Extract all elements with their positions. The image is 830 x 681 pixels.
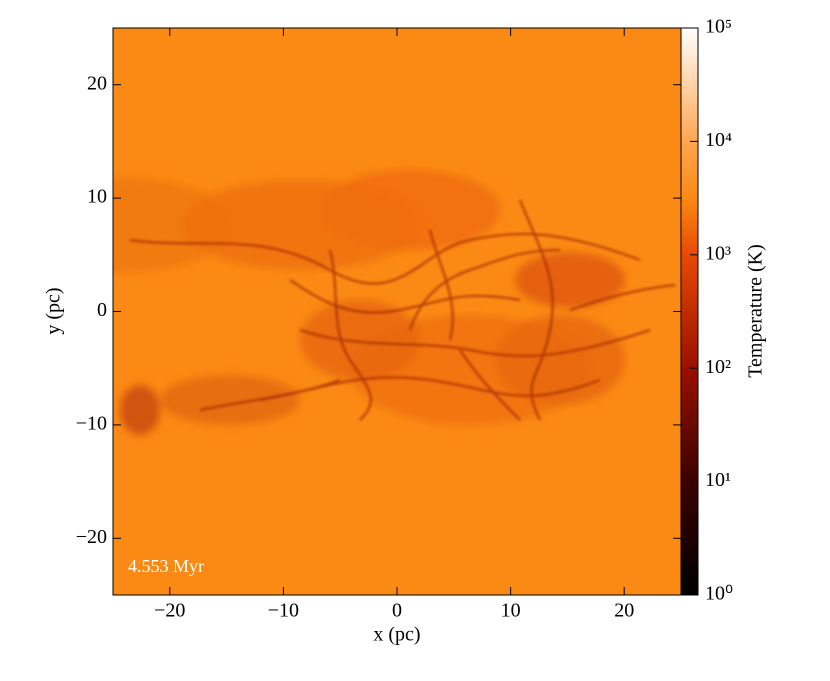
colorbar-tick-label: 10¹ <box>705 469 731 491</box>
cloud-region <box>160 375 300 425</box>
x-axis-label: x (pc) <box>373 624 420 646</box>
y-tick-label: −10 <box>76 412 107 434</box>
filament <box>459 349 521 421</box>
y-axis-label: y (pc) <box>43 287 65 334</box>
filament <box>329 249 372 421</box>
cloud-region <box>320 170 500 250</box>
cloud-region <box>515 252 625 308</box>
colorbar <box>680 27 699 596</box>
colorbar-tick-label: 10⁴ <box>705 129 732 151</box>
filament <box>409 249 561 331</box>
time-annotation: 4.553 Myr <box>128 556 204 576</box>
colorbar-tick-label: 10² <box>705 356 731 378</box>
colorbar-tick-label: 10⁰ <box>705 583 733 605</box>
filament <box>199 379 341 411</box>
y-tick-label: 0 <box>97 299 107 321</box>
x-tick-label: 0 <box>392 600 402 622</box>
colorbar-tick-label: 10³ <box>705 242 731 264</box>
x-tick-label: 20 <box>614 600 634 622</box>
filament <box>289 279 521 314</box>
colorbar-label: Temperature (K) <box>745 244 767 378</box>
filament <box>429 229 454 341</box>
colorbar-tick-label: 10⁵ <box>705 16 732 38</box>
y-tick-label: 20 <box>87 72 107 94</box>
cloud-region <box>120 385 160 435</box>
x-tick-label: −10 <box>268 600 299 622</box>
filaments <box>129 199 676 421</box>
filament <box>129 233 641 285</box>
filament <box>569 284 676 311</box>
temperature-map <box>113 28 681 595</box>
cloud-region <box>300 300 420 380</box>
x-tick-label: 10 <box>501 600 521 622</box>
x-tick-label: −20 <box>154 600 185 622</box>
filament <box>519 199 554 421</box>
y-tick-label: 10 <box>87 186 107 208</box>
y-tick-label: −20 <box>76 526 107 548</box>
filament <box>299 329 651 357</box>
